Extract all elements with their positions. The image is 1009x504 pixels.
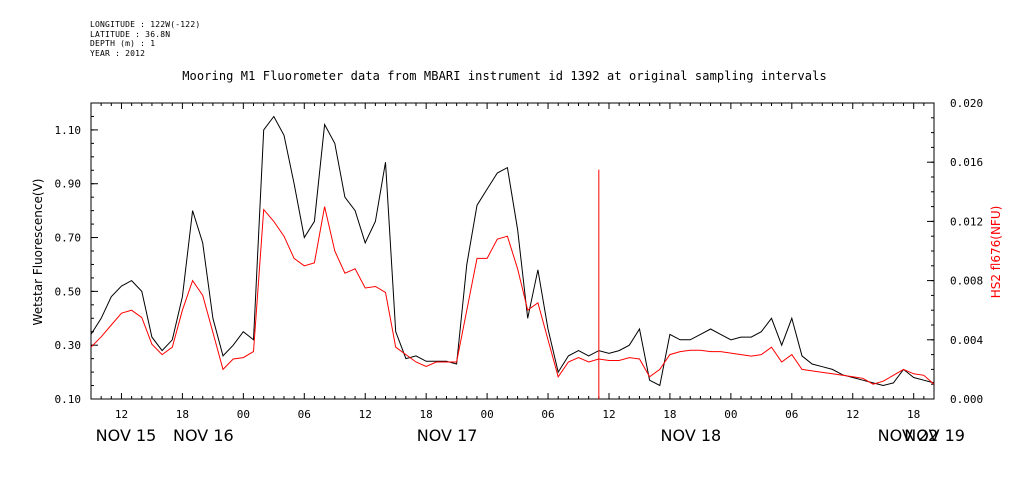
x-tick-label: 06 xyxy=(298,408,311,421)
date-label: NOV 18 xyxy=(661,426,722,445)
x-tick-label: 12 xyxy=(846,408,859,421)
right-tick-label: 0.012 xyxy=(950,215,983,228)
date-label: NOV 17 xyxy=(417,426,478,445)
right-tick-label: 0.016 xyxy=(950,156,983,169)
hs2-series-line xyxy=(90,206,935,385)
date-label: NOV 19 xyxy=(904,426,965,445)
date-label: NOV 22 xyxy=(878,426,939,445)
axis-labels: 12 18 00 06 12 18 00 06 12 18 00 06 12 18 NOV 15 NOV 16… xyxy=(55,97,984,445)
x-tick-label: 00 xyxy=(237,408,250,421)
year-text: YEAR : 2012 xyxy=(90,48,146,58)
right-tick-label: 0.020 xyxy=(950,97,983,110)
left-tick-label: 0.10 xyxy=(55,393,82,406)
date-label: NOV 16 xyxy=(173,426,234,445)
x-tick-label: 12 xyxy=(602,408,615,421)
latitude-text: LATITUDE : 36.8N xyxy=(90,29,171,39)
x-tick-label: 18 xyxy=(420,408,433,421)
x-tick-label: 06 xyxy=(541,408,554,421)
left-tick-label: 0.30 xyxy=(55,339,82,352)
series-lines xyxy=(90,115,935,399)
x-tick-label: 18 xyxy=(907,408,920,421)
left-tick-label: 0.70 xyxy=(55,232,82,245)
x-tick-label: 00 xyxy=(724,408,737,421)
depth-text: DEPTH (m) : 1 xyxy=(90,39,156,48)
left-tick-label: 0.90 xyxy=(55,178,82,191)
right-tick-label: 0.000 xyxy=(950,393,983,406)
axis-ticks xyxy=(90,102,935,400)
left-tick-label: 1.10 xyxy=(55,124,82,137)
x-tick-label: 06 xyxy=(785,408,798,421)
wetstar-series-line xyxy=(90,115,935,387)
x-tick-label: 00 xyxy=(480,408,493,421)
date-label: NOV 15 xyxy=(96,426,157,445)
x-tick-label: 18 xyxy=(176,408,189,421)
left-axis-title: Wetstar Fluorescence(V) xyxy=(31,179,45,326)
right-axis-title: HS2 fl676(NFU) xyxy=(989,206,1003,299)
x-tick-label: 12 xyxy=(359,408,372,421)
left-tick-label: 0.50 xyxy=(55,285,82,298)
longitude-text: LONGITUDE : 122W(-122) xyxy=(90,20,201,29)
chart-title: Mooring M1 Fluorometer data from MBARI i… xyxy=(182,69,827,83)
x-tick-label: 12 xyxy=(115,408,128,421)
right-tick-label: 0.008 xyxy=(950,275,983,288)
metadata-block: LONGITUDE : 122W(-122) LATITUDE : 36.8N … xyxy=(90,20,200,58)
right-tick-label: 0.004 xyxy=(950,334,983,347)
x-tick-label: 18 xyxy=(663,408,676,421)
